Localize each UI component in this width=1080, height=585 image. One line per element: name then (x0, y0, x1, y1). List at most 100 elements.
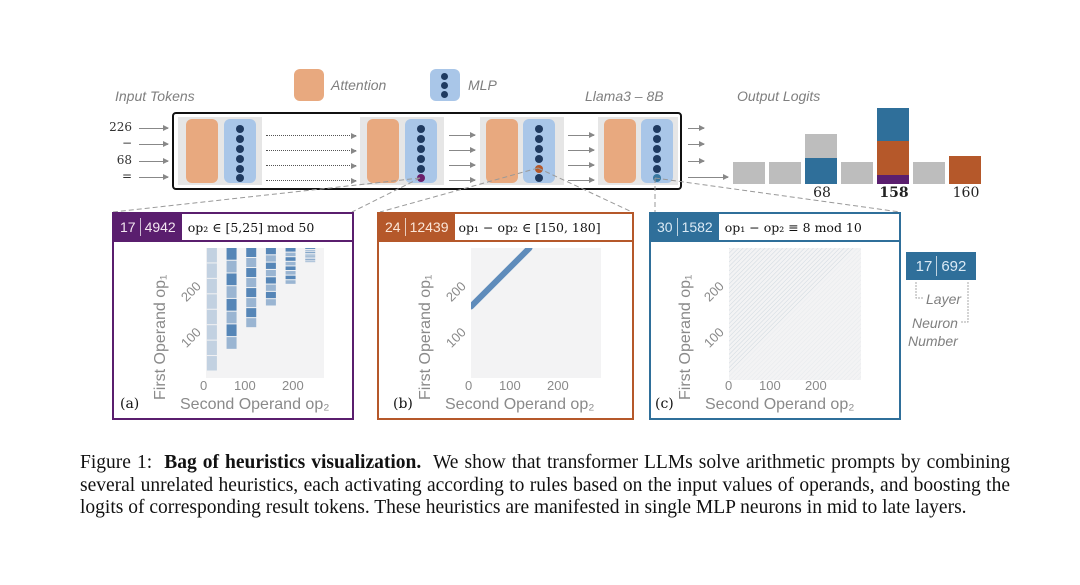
heatmap-stripe-cell (246, 318, 257, 328)
logit-bar-segment (877, 108, 909, 141)
heatmap-svg (206, 248, 316, 371)
heuristic-rule: op₂ ∈ [5,25] mod 50 (187, 219, 315, 235)
heatmap-fine-line (728, 231, 862, 364)
heatmap-fine-line (728, 257, 862, 390)
logit-bar-segment (733, 162, 765, 184)
input-arrow (139, 174, 169, 180)
neuron-id-badge: 17 4942 (114, 214, 182, 240)
logit-tick-label: 160 (952, 185, 980, 201)
panel-label: (a) (120, 396, 140, 412)
heatmap-fine-line (728, 239, 862, 373)
heatmap-panel-b: 24 12439 op₁ − op₂ ∈ [150, 180] First Ope… (377, 212, 634, 420)
panel-label: (c) (655, 396, 674, 412)
neuron-dot (236, 174, 244, 182)
heatmap-stripe-cell (265, 248, 276, 255)
output-arrow (688, 141, 705, 147)
heuristic-rule: op₁ − op₂ ≡ 8 mod 10 (724, 219, 862, 235)
neuron-dot (653, 145, 661, 153)
x-tick: 100 (759, 378, 781, 393)
layer-number: 17 (120, 219, 136, 235)
heatmap-fine-line (728, 235, 862, 368)
heatmap-stripe-cell (206, 278, 217, 294)
connector-line (351, 177, 421, 213)
neuron-dot (236, 155, 244, 163)
heatmap-stripe-cell (305, 251, 316, 253)
mlp-block (405, 119, 437, 183)
neuron-dot (417, 125, 425, 133)
x-axis-label: Second Operand op₂ (445, 396, 595, 413)
neuron-id-badge: 24 12439 (379, 214, 455, 240)
input-arrow (139, 125, 169, 131)
heatmap-stripe-cell (206, 294, 217, 309)
neuron-dot (236, 165, 244, 173)
neuron-dot (535, 174, 543, 182)
heatmap-stripe-cell (246, 268, 257, 278)
neuron-dot-icon (441, 82, 448, 89)
output-arrow (688, 125, 705, 131)
y-tick: 200 (700, 278, 727, 305)
heatmap-stripe-cell (285, 261, 296, 266)
heatmap-stripe-cell (265, 277, 276, 284)
x-tick: 200 (282, 378, 304, 393)
y-axis-label: First Operand op₁ (417, 274, 434, 400)
heatmap-svg (728, 116, 862, 509)
layer-arrow (266, 163, 357, 169)
heatmap-diagonal-band (468, 245, 533, 310)
layer-arrow (449, 162, 476, 168)
heatmap-fine-line (728, 376, 862, 509)
heatmap-fine-line (728, 156, 862, 289)
mlp-block (641, 119, 673, 183)
neuron-number: 12439 (409, 219, 449, 235)
x-axis-label: Second Operand op₂ (180, 396, 330, 413)
heatmap-stripe-cell (206, 356, 217, 371)
heatmap-fine-line (728, 253, 862, 386)
heatmap-stripe-cell (285, 266, 296, 271)
heatmap-stripe-cell (246, 288, 257, 298)
neuron-dot (236, 145, 244, 153)
x-tick: 200 (805, 378, 827, 393)
heatmap-stripe-cell (265, 291, 276, 299)
neuron-dot (417, 145, 425, 153)
heatmap-stripe-cell (226, 260, 237, 273)
panel-header: 30 1582 op₁ − op₂ ≡ 8 mod 10 (651, 214, 899, 242)
y-tick: 100 (442, 324, 469, 351)
highlighted-neuron-a[interactable] (417, 174, 425, 182)
heatmap-stripe-cell (246, 298, 257, 308)
heatmap-fine-line (728, 288, 862, 421)
transformer-model-box (172, 112, 682, 190)
logit-bar-segment (949, 155, 981, 184)
logit-bar-segment (805, 157, 837, 184)
key-layer-number: 17 (915, 257, 933, 275)
heatmap-stripe-cell (265, 255, 276, 262)
neuron-dot (653, 135, 661, 143)
y-tick: 100 (700, 324, 727, 351)
heatmap-fine-line (728, 226, 862, 360)
mlp-block (224, 119, 256, 183)
heatmap-stripe-cell (265, 299, 276, 306)
output-arrow (688, 158, 705, 164)
logit-bar-segment (841, 162, 873, 184)
input-arrow (139, 141, 169, 147)
heatmap-stripe-cell (226, 286, 237, 298)
heatmap-panel-c: 30 1582 op₁ − op₂ ≡ 8 mod 10 First Operan… (649, 116, 901, 509)
layer-arrow (568, 132, 595, 138)
heatmap-stripe-cell (265, 269, 276, 277)
heatmap-stripe-cell (226, 273, 237, 286)
x-tick: 100 (234, 378, 256, 393)
logit-tick-label: 158 (879, 185, 909, 201)
caption-title: Bag of heuristics visualization. (164, 452, 422, 473)
heatmap-stripe-cell (285, 280, 296, 284)
heatmap-stripe-cell (206, 248, 217, 263)
caption-text: We show that transformer LLMs solve arit… (80, 452, 1010, 518)
heatmap-plot (206, 248, 324, 378)
heatmap-stripe-cell (206, 325, 217, 340)
neuron-bracket (960, 282, 969, 323)
neuron-id-badge: 30 1582 (651, 214, 719, 240)
heatmap-plot (728, 116, 862, 509)
heatmap-stripe-cell (206, 340, 217, 356)
heatmap-stripe-cell (285, 248, 296, 252)
neuron-dot (653, 155, 661, 163)
x-tick: 100 (499, 378, 521, 393)
layer-number: 24 (385, 219, 401, 235)
neuron-dot (417, 135, 425, 143)
